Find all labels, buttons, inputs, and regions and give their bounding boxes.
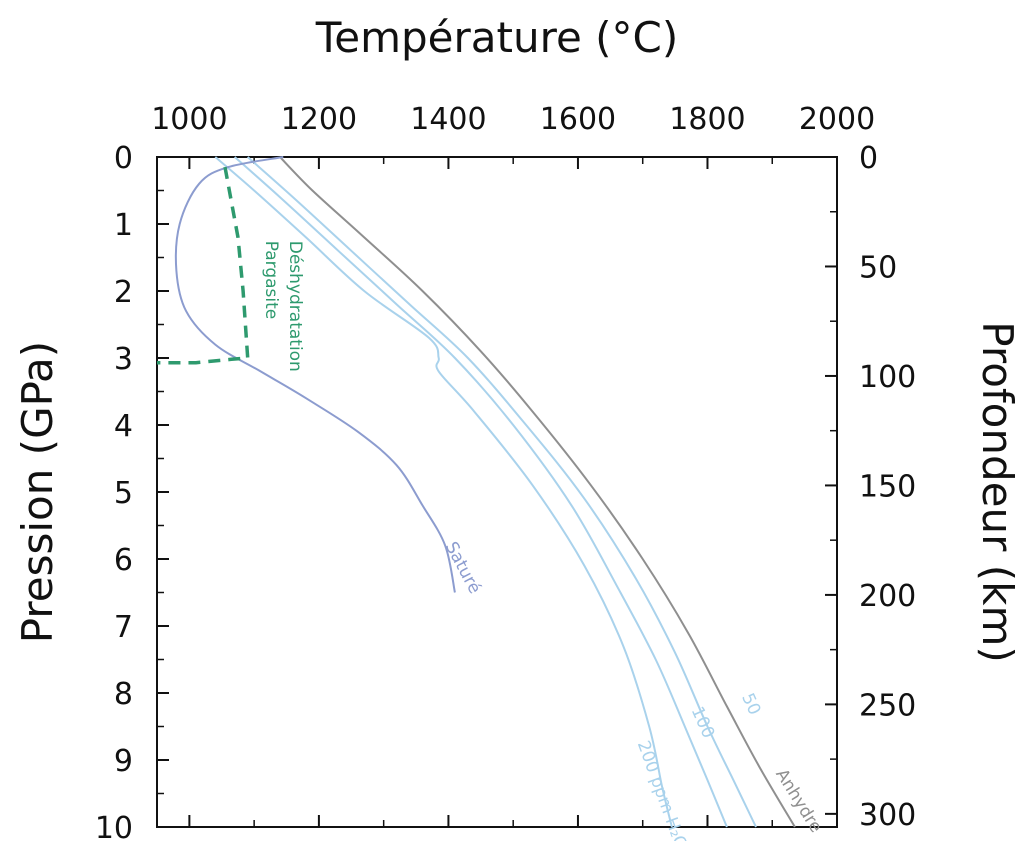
y-tick-label: 8	[114, 677, 133, 712]
x-tick-label: 1800	[669, 102, 745, 137]
y-tick-label: 1	[114, 208, 133, 243]
y2-tick-label: 100	[859, 360, 916, 395]
y-tick-label: 7	[114, 610, 133, 645]
series-label-1: 50	[737, 690, 764, 718]
y-tick-label: 9	[114, 744, 133, 779]
y-tick-label: 5	[114, 476, 133, 511]
y-tick-label: 3	[114, 342, 133, 377]
y-tick-label: 6	[114, 543, 133, 578]
series-line-3	[214, 156, 673, 828]
series-label-text: Déshydratation	[285, 241, 305, 372]
series-line-1	[247, 156, 757, 828]
x-tick-label: 1400	[410, 102, 486, 137]
y2-tick-label: 200	[859, 579, 916, 614]
y2-tick-label: 300	[859, 798, 916, 833]
x-tick-label: 2000	[799, 102, 875, 137]
x-tick-label: 1000	[151, 102, 227, 137]
plot-frame	[156, 156, 838, 828]
series-label-text: 50	[737, 690, 764, 718]
y2-axis-title: Profondeur (km)	[973, 321, 1022, 662]
x-tick-label: 1600	[540, 102, 616, 137]
series-line-0	[279, 156, 796, 828]
y2-tick-label: 150	[859, 469, 916, 504]
y-tick-label: 2	[114, 275, 133, 310]
x-axis-title: Température (°C)	[315, 13, 679, 62]
series-label-text: 200 ppm H₂O	[633, 738, 691, 841]
x-tick-label: 1200	[281, 102, 357, 137]
curves-layer	[157, 156, 796, 828]
y-tick-label: 10	[95, 811, 133, 841]
y2-tick-label: 0	[859, 141, 878, 176]
series-label-text: Saturé	[441, 539, 485, 598]
y-tick-label: 0	[114, 141, 133, 176]
series-label-2: 100	[687, 704, 718, 742]
y2-tick-label: 50	[859, 250, 897, 285]
y-tick-label: 4	[114, 409, 133, 444]
series-label-4: Saturé	[441, 539, 485, 598]
series-label-3: 200 ppm H₂O	[633, 738, 691, 841]
y-axis-title: Pression (GPa)	[13, 341, 62, 643]
axis-ticks: 1000 1200 1400 1600 1800 20000123456789100501…	[95, 102, 916, 841]
series-label-text: Pargasite	[261, 241, 281, 320]
series-label-text: 100	[687, 704, 718, 742]
y2-tick-label: 250	[859, 688, 916, 723]
series-line-5	[157, 166, 250, 365]
series-line-2	[234, 156, 728, 828]
series-line-4	[174, 156, 456, 593]
